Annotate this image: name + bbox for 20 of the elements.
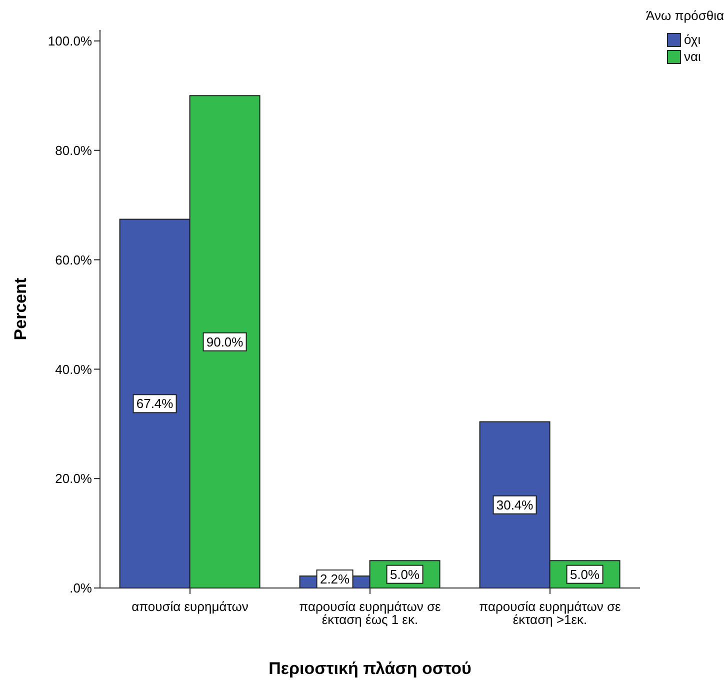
- data-label: 5.0%: [570, 566, 600, 582]
- data-label: 5.0%: [390, 566, 420, 582]
- legend-label: όχι: [684, 32, 701, 47]
- data-label: 90.0%: [206, 334, 244, 350]
- y-axis-title: Percent: [11, 277, 30, 340]
- y-tick-label: 60.0%: [55, 252, 92, 268]
- data-label: 2.2%: [320, 572, 350, 586]
- y-tick-label: .0%: [70, 580, 92, 596]
- y-tick-label: 100.0%: [48, 34, 92, 49]
- data-label: 30.4%: [496, 497, 534, 512]
- data-label: 67.4%: [136, 396, 174, 412]
- legend-label: ναι: [684, 49, 701, 64]
- x-tick-label: απουσία ευρημάτων: [132, 599, 248, 614]
- x-tick-label: παρουσία ευρημάτων σε έκταση >1εκ.: [479, 599, 622, 628]
- y-tick-label: 20.0%: [55, 471, 92, 486]
- y-tick-label: 40.0%: [55, 362, 92, 377]
- x-axis-title: Περιοστική πλάση οστού: [268, 659, 472, 678]
- x-tick-label: παρουσία ευρημάτων σε έκταση έως 1 εκ.: [299, 599, 442, 628]
- y-tick-label: 80.0%: [55, 142, 92, 158]
- legend-title: Άνω πρόσθια: [645, 8, 725, 23]
